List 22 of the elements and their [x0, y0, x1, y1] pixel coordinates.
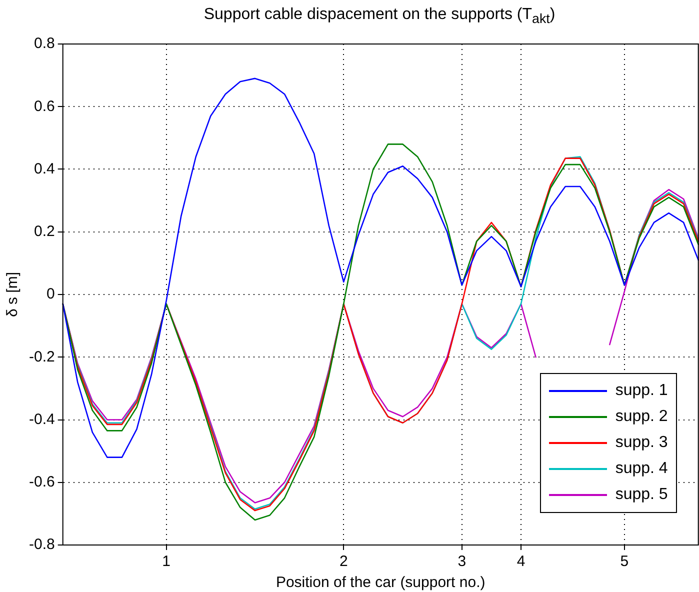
- legend-label: supp. 5: [615, 485, 668, 505]
- y-axis-title: δ s [m]: [4, 272, 22, 318]
- y-tick-label: 0: [46, 286, 55, 303]
- x-axis-title: Position of the car (support no.): [276, 574, 486, 592]
- y-tick-label: -0.4: [28, 410, 55, 428]
- x-tick-label: 3: [458, 553, 466, 570]
- y-tick-label: -0.6: [28, 474, 55, 491]
- legend-label: supp. 1: [615, 381, 668, 401]
- y-tick-label: -0.2: [28, 348, 55, 366]
- y-tick-label: 0.8: [34, 35, 55, 52]
- y-tick-label: -0.8: [28, 536, 55, 554]
- x-tick-label: 2: [339, 553, 348, 570]
- legend-label: supp. 2: [615, 407, 668, 427]
- x-tick-label: 5: [620, 553, 629, 570]
- y-tick-label: 0.4: [34, 160, 55, 178]
- x-tick-label: 1: [162, 553, 170, 570]
- legend-label: supp. 3: [615, 433, 668, 453]
- x-tick-label: 4: [516, 553, 526, 570]
- legend-label: supp. 4: [615, 459, 668, 479]
- y-tick-label: 0.2: [34, 223, 55, 240]
- y-tick-label: 0.6: [34, 98, 55, 115]
- chart-title: Support cable dispacement on the supports (T$_{akt}$): [202, 5, 556, 28]
